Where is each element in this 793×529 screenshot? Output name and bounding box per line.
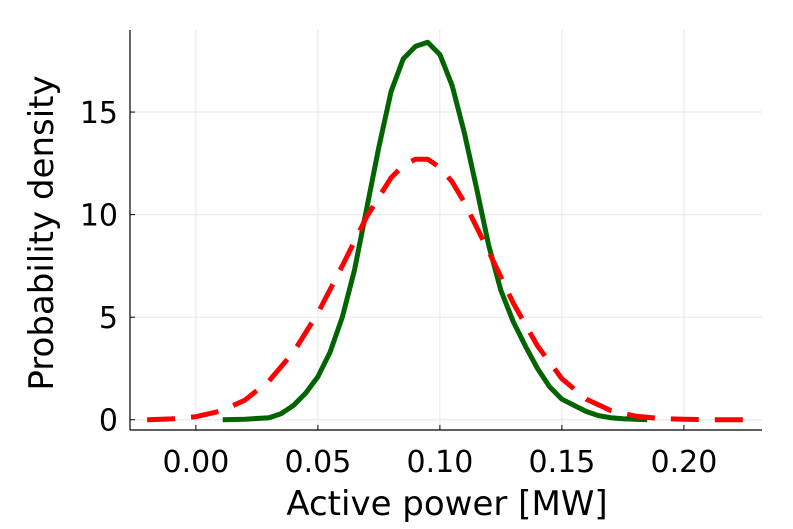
y-tick-label: 5 xyxy=(99,301,118,336)
series-line-dashed xyxy=(147,156,745,423)
series-line-solid xyxy=(222,39,648,423)
y-tick-label: 10 xyxy=(80,199,118,234)
x-tick-label: 0.15 xyxy=(529,445,596,480)
x-tick-label: 0.20 xyxy=(651,445,718,480)
y-tick-label: 15 xyxy=(80,96,118,131)
y-axis-title: Probability density xyxy=(22,75,62,390)
x-tick-label: 0.00 xyxy=(162,445,229,480)
x-tick-label: 0.10 xyxy=(407,445,474,480)
grid-lines xyxy=(130,30,762,430)
axes xyxy=(129,30,762,431)
tick-labels: 0.00 0.05 0.10 0.15 0.20 0 5 10 15 xyxy=(80,96,718,480)
y-tick-label: 0 xyxy=(99,404,118,439)
x-tick-label: 0.05 xyxy=(284,445,351,480)
x-axis-title: Active power [MW] xyxy=(286,484,607,524)
series-layer xyxy=(147,39,745,423)
